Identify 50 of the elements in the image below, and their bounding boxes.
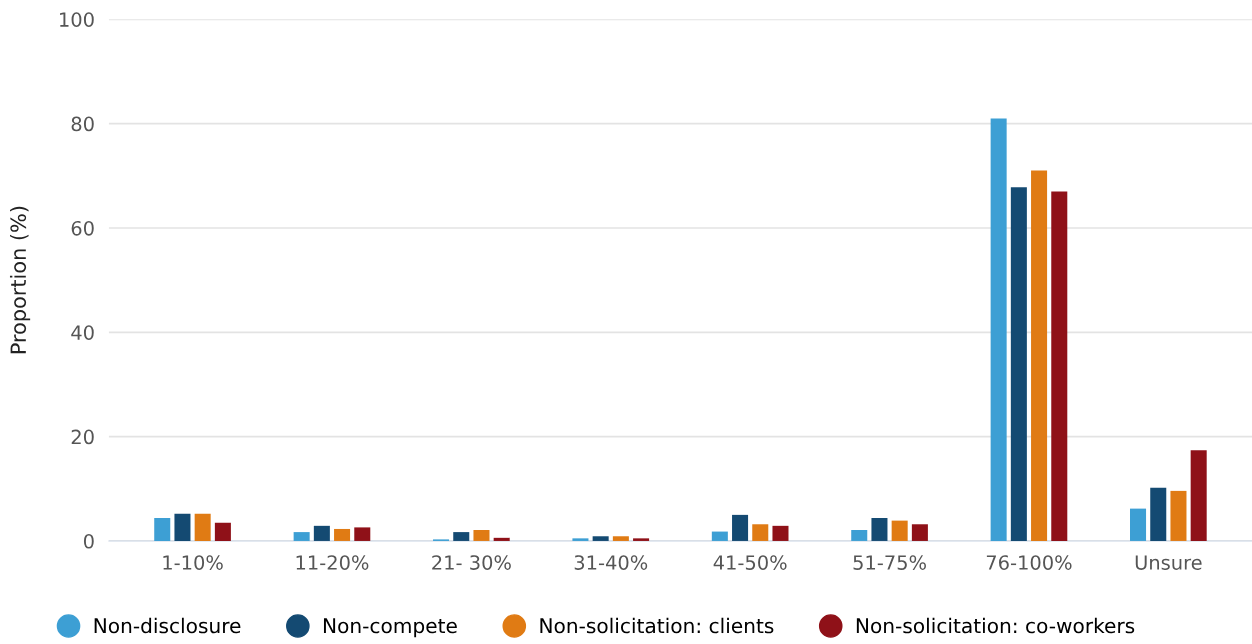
legend-label: Non-solicitation: co-workers [856, 617, 1135, 634]
bar [572, 538, 589, 541]
y-tick-label: 100 [60, 12, 94, 27]
legend-label: Non-solicitation: clients [540, 617, 774, 634]
bar [911, 524, 928, 541]
bar [891, 520, 908, 541]
legend-label: Non-compete [323, 618, 457, 638]
x-tick-label: 1-10% [163, 555, 223, 570]
x-tick-label: 76-100% [986, 555, 1072, 570]
bar [612, 536, 629, 541]
bar [1031, 170, 1048, 541]
bar [1130, 508, 1147, 541]
bar [174, 513, 191, 541]
bar [1010, 187, 1027, 541]
bar [1150, 487, 1167, 541]
bar [633, 538, 650, 541]
bar [313, 525, 330, 541]
y-tick-label: 80 [71, 116, 94, 132]
bar [711, 531, 728, 541]
bar [1051, 191, 1068, 541]
legend-label: Non-disclosure [94, 617, 241, 634]
bar [851, 530, 868, 541]
bar [1170, 490, 1187, 541]
x-tick-label: 41-50% [713, 555, 787, 570]
x-tick-label: Unsure [1135, 555, 1202, 570]
bar [871, 518, 888, 541]
bar [473, 530, 490, 541]
bar [772, 525, 789, 541]
bar [990, 118, 1007, 541]
x-tick-label: 11-20% [296, 555, 369, 570]
bar [732, 514, 749, 541]
x-tick-label: 51-75% [853, 555, 926, 570]
x-tick-label: 31-40% [574, 555, 648, 570]
bar [1190, 450, 1207, 541]
y-tick-label: 40 [71, 325, 94, 340]
bar [154, 518, 171, 541]
y-tick-label: 60 [71, 220, 94, 236]
y-tick-label: 0 [83, 533, 94, 549]
bar [592, 536, 609, 541]
bar [752, 524, 769, 541]
y-axis-title: Proportion (%) [9, 206, 31, 354]
bar [354, 527, 371, 541]
y-tick-label: 20 [71, 429, 94, 445]
bar [194, 513, 211, 541]
x-tick-label: 21- 30% [432, 555, 511, 570]
bar [453, 532, 470, 541]
bar [334, 528, 351, 541]
bar [293, 532, 310, 541]
bar [214, 522, 231, 541]
bar [493, 537, 510, 541]
